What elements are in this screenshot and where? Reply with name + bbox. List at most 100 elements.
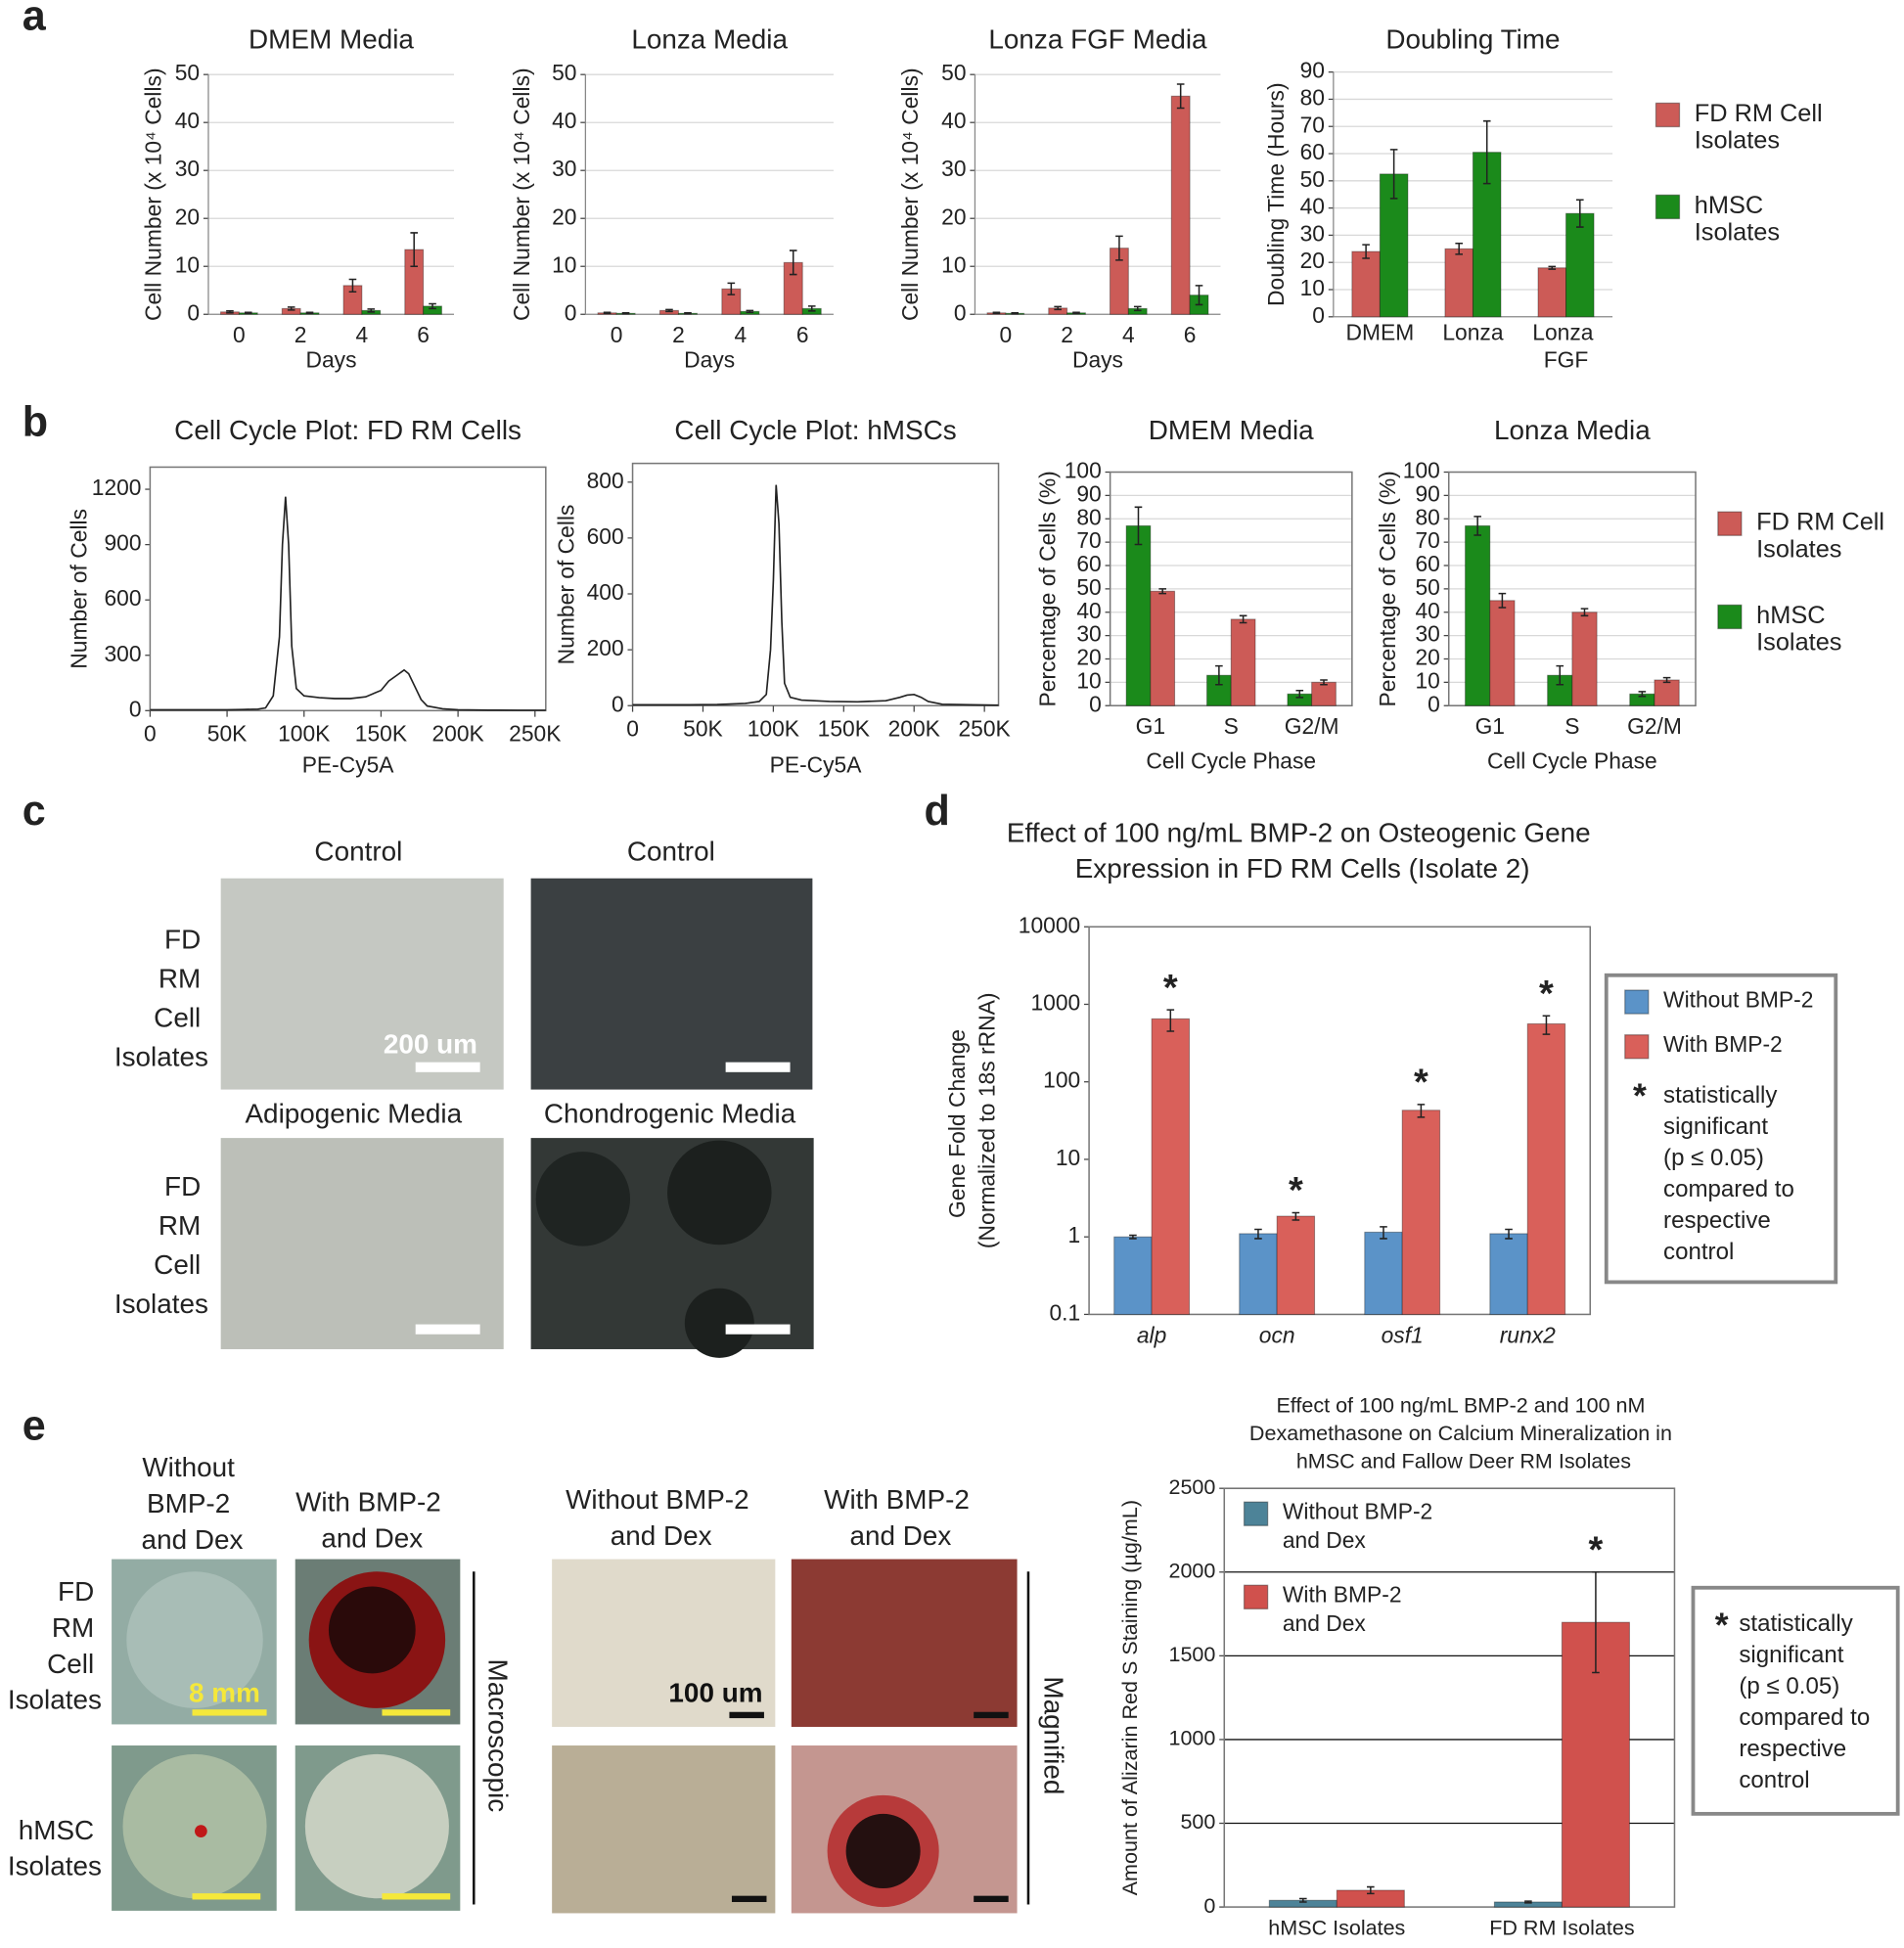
y-tick-label: 30 [1300,220,1325,246]
y-tick-label: 100 [1065,458,1102,483]
y-tick-label: 30 [941,156,966,181]
scale-label: 200 um [384,1029,477,1060]
x-tick-label: 2 [672,322,685,347]
error-bar [1158,588,1167,595]
x-tick-label: 6 [1184,322,1197,347]
y-tick-label: 2500 [1168,1474,1215,1499]
legend-box [1604,973,1838,1285]
photo-title: Without BMP-2 and Dex [142,1452,244,1555]
photo-detail [667,1140,772,1246]
chart-title: Lonza Media [631,23,788,54]
error-bar [1498,592,1507,609]
bar [1151,1018,1191,1315]
x-tick-label: 4 [356,322,369,347]
legend-note: statistically significant (p ≤ 0.05) com… [1663,1083,1801,1266]
y-tick-label: 200 [587,635,624,660]
photo-title: Control [314,837,402,867]
y-tick-label: 40 [941,108,966,133]
y-tick-label: 10000 [1019,912,1080,937]
y-tick-label: 30 [175,156,200,181]
y-tick-label: 50 [552,60,576,85]
error-bar [305,311,314,315]
error-bar [1580,608,1589,617]
error-bar [1524,1900,1532,1904]
y-tick-label: 400 [587,579,624,605]
x-tick-label: 6 [796,322,809,347]
panel-label: c [23,788,46,835]
y-tick-label: 50 [1076,574,1101,600]
x-tick-label: ocn [1259,1322,1295,1347]
histogram-line [632,484,999,706]
error-bar [1575,199,1584,228]
y-tick-label: 600 [587,523,624,549]
error-bar [1072,311,1080,315]
significance-mark: * [1414,1063,1428,1104]
y-tick-label: 20 [552,204,576,229]
x-axis-label: PE-Cy5A [770,751,863,777]
scale-bar [192,1893,261,1900]
photo-detail [304,1753,449,1899]
error-bar [367,308,376,313]
photo [530,878,813,1090]
y-tick-label: 70 [1076,527,1101,553]
y-tick-label: 50 [941,60,966,85]
chart-title: Lonza Media [1494,415,1651,445]
scale-bar [731,1895,767,1903]
x-tick-label: S [1564,713,1579,739]
photo [552,1559,776,1727]
error-bar [1254,1228,1262,1240]
significance-mark: * [1163,968,1178,1009]
error-bar [226,310,234,314]
significance-mark: * [1589,1529,1604,1570]
x-tick-label: 250K [509,721,561,747]
bar [1113,1236,1153,1315]
error-bar [603,311,612,315]
x-tick-label: 150K [355,721,407,747]
legend-label: With BMP-2 [1663,1031,1783,1057]
y-axis-label: Doubling Time (Hours) [1263,82,1289,306]
legend-label: FD RM Cell Isolates [1756,508,1891,563]
x-tick-label: runx2 [1500,1322,1556,1347]
y-tick-label: 50 [1300,166,1325,192]
y-tick-label: 800 [587,468,624,493]
error-bar [244,311,252,315]
x-tick-label: Lonza FGF [1532,320,1599,373]
panel-label: b [23,399,48,446]
scale-label: 8 mm [189,1677,260,1707]
bar [1571,612,1598,706]
row-label: FD RM Cell Isolates [114,1172,208,1320]
x-tick-label: 0 [626,716,639,742]
histogram-line [150,496,546,711]
chart-title: DMEM Media [1149,415,1314,445]
error-bar [1556,664,1564,686]
error-bar [1299,1897,1307,1903]
y-tick-label: 100 [1403,458,1440,483]
error-bar [1176,83,1185,110]
y-tick-label: 1000 [1030,990,1080,1016]
bar [1472,152,1502,318]
error-bar [1215,664,1223,686]
y-tick-label: 0 [129,696,142,721]
bar [1170,95,1191,315]
error-bar [1054,305,1062,311]
x-tick-label: G2/M [1627,713,1682,739]
legend-label: Without BMP-2 and Dex [1283,1499,1439,1553]
error-bar [1367,1885,1375,1895]
error-bar [1542,1015,1551,1035]
error-bar [1362,244,1370,259]
photo-title: Chondrogenic Media [544,1099,796,1129]
x-tick-label: G2/M [1285,713,1339,739]
scale-bar [382,1709,451,1716]
y-tick-label: 90 [1300,58,1325,83]
x-tick-label: 2 [1061,322,1073,347]
y-tick-label: 40 [1076,598,1101,623]
error-bar [1129,1234,1137,1240]
y-tick-label: 500 [1180,1809,1215,1834]
photo-detail [126,1571,263,1708]
bar [1276,1215,1316,1315]
y-tick-label: 10 [1415,667,1439,693]
bar [1311,681,1337,706]
y-tick-label: 10 [175,251,200,277]
legend-label: Without BMP-2 [1663,986,1813,1012]
scale-bar [382,1893,451,1900]
